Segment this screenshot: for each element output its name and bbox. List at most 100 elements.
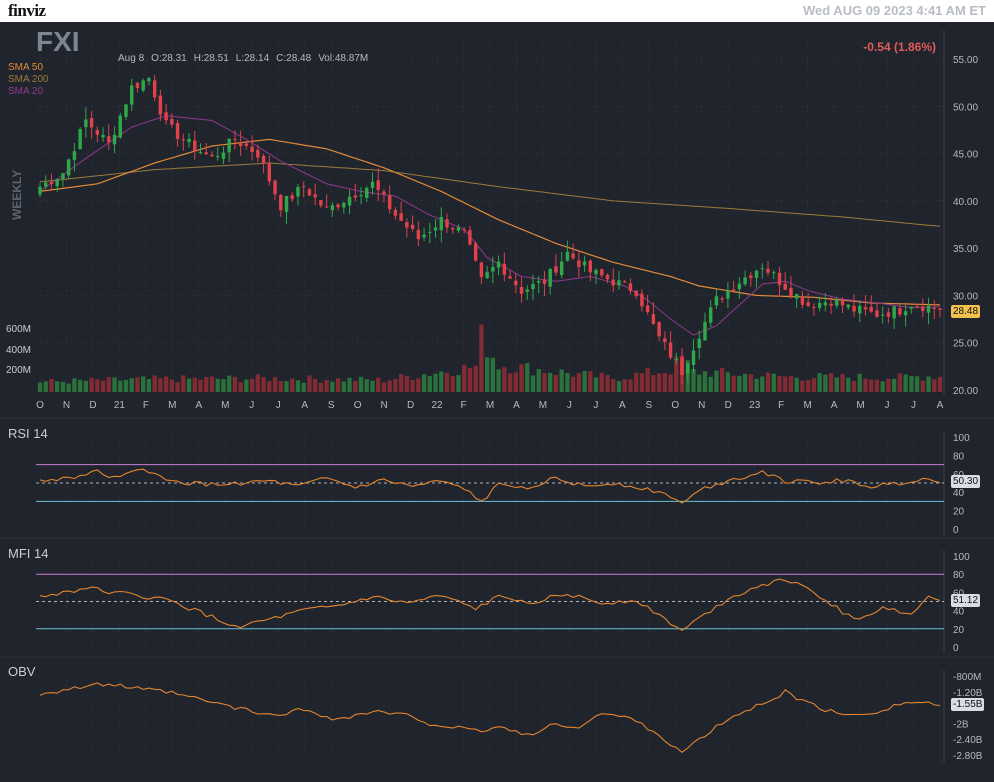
volume-bar xyxy=(536,369,541,392)
volume-bar xyxy=(186,378,192,392)
volume-bar xyxy=(553,374,559,392)
datetime-label: Wed AUG 09 2023 4:41 AM ET xyxy=(802,3,986,18)
volume-bar xyxy=(748,374,753,392)
volume-label-200m: 200M xyxy=(6,365,32,376)
candle-body xyxy=(221,152,226,159)
obv-last-tag: -1.55B xyxy=(951,698,985,711)
candle-body xyxy=(112,134,117,145)
chart-area: 55.00 50.00 45.00 40.00 35.00 30.00 25.00 20.00… xyxy=(0,22,994,782)
candle-body xyxy=(193,140,197,152)
candle-body xyxy=(858,305,862,314)
volume-bar xyxy=(634,372,639,392)
candle-body xyxy=(708,307,713,323)
volume-bar xyxy=(192,377,197,392)
volume-bar xyxy=(49,378,54,392)
time-axis-tick: O xyxy=(36,400,44,411)
volume-bar xyxy=(639,373,645,392)
time-axis-tick: J xyxy=(911,400,916,411)
volume-bar xyxy=(611,379,616,392)
candle-body xyxy=(284,196,289,212)
candle-body xyxy=(565,251,570,261)
volume-bar xyxy=(496,369,501,392)
candle-body xyxy=(273,180,277,195)
candle-body xyxy=(66,159,71,176)
candle-body xyxy=(279,194,283,211)
candle-body xyxy=(577,260,581,267)
candle-body xyxy=(468,229,472,245)
time-axis-tick: A xyxy=(195,400,202,411)
candle-body xyxy=(760,268,765,270)
volume-bar xyxy=(146,379,152,392)
volume-bar xyxy=(473,365,478,392)
price-axis-tick: 35.00 xyxy=(953,244,978,255)
time-axis-tick: J xyxy=(276,400,281,411)
candle-body xyxy=(49,181,54,184)
volume-label-600m: 600M xyxy=(6,324,32,335)
quote-date: Aug 8 xyxy=(118,53,145,64)
candle-body xyxy=(72,151,77,160)
volume-bar xyxy=(834,377,839,392)
candle-body xyxy=(61,173,65,180)
time-axis-tick: F xyxy=(143,400,149,411)
candle-body xyxy=(932,307,936,309)
candle-body xyxy=(89,118,94,128)
volume-bar xyxy=(897,373,903,392)
obv-axis-tick: -800M xyxy=(953,672,981,683)
volume-bar xyxy=(794,377,799,392)
candle-body xyxy=(296,187,300,197)
candle-body xyxy=(691,350,696,365)
candle-body xyxy=(772,272,776,274)
volume-bar xyxy=(444,372,450,392)
candle-body xyxy=(588,260,593,273)
candle-body xyxy=(880,314,885,316)
volume-bar xyxy=(605,375,610,392)
time-axis-tick: D xyxy=(89,400,96,411)
volume-bar xyxy=(565,373,570,392)
time-axis-tick: A xyxy=(513,400,520,411)
time-axis-tick: M xyxy=(803,400,811,411)
volume-bar xyxy=(828,373,834,392)
volume-bar xyxy=(920,380,925,392)
volume-bar xyxy=(255,374,260,392)
candle-body xyxy=(267,163,272,182)
volume-bar xyxy=(731,375,736,392)
candle-body xyxy=(898,308,902,315)
volume-bar xyxy=(754,378,759,392)
candle-body xyxy=(531,283,535,290)
finviz-logo[interactable]: finviz xyxy=(8,1,46,20)
volume-bar xyxy=(416,378,421,392)
volume-bar xyxy=(456,375,461,392)
volume-bar xyxy=(77,379,83,392)
candle-body xyxy=(261,155,266,164)
candle-body xyxy=(473,243,478,261)
candle-body xyxy=(502,263,507,275)
volume-bar xyxy=(593,377,599,392)
top-bar: finviz Wed AUG 09 2023 4:41 AM ET xyxy=(0,0,994,22)
candle-body xyxy=(462,229,466,231)
volume-bar xyxy=(484,357,490,392)
time-axis-tick: M xyxy=(486,400,494,411)
rsi-axis-tick: 100 xyxy=(953,433,970,444)
volume-bar xyxy=(249,378,255,392)
candle-body xyxy=(571,253,575,259)
volume-bar xyxy=(806,380,811,392)
volume-bar xyxy=(272,377,278,392)
candle-body xyxy=(124,104,128,117)
candle-body xyxy=(496,261,501,268)
volume-bar xyxy=(886,378,891,392)
timeframe-label: WEEKLY xyxy=(10,169,24,220)
volume-bar xyxy=(645,368,650,392)
volume-bar xyxy=(227,375,232,392)
volume-bar xyxy=(295,380,301,392)
candle-body xyxy=(823,302,828,306)
mfi-axis-tick: 40 xyxy=(953,607,965,618)
candle-body xyxy=(686,363,690,374)
volume-bar xyxy=(129,378,134,392)
volume-bar xyxy=(215,378,220,392)
candle-body xyxy=(399,213,403,222)
candle-body xyxy=(175,122,180,139)
chart-svg[interactable]: 55.00 50.00 45.00 40.00 35.00 30.00 25.00 20.00… xyxy=(0,22,994,782)
candle-body xyxy=(158,95,163,115)
candle-body xyxy=(559,261,564,276)
volume-bar xyxy=(530,375,536,392)
